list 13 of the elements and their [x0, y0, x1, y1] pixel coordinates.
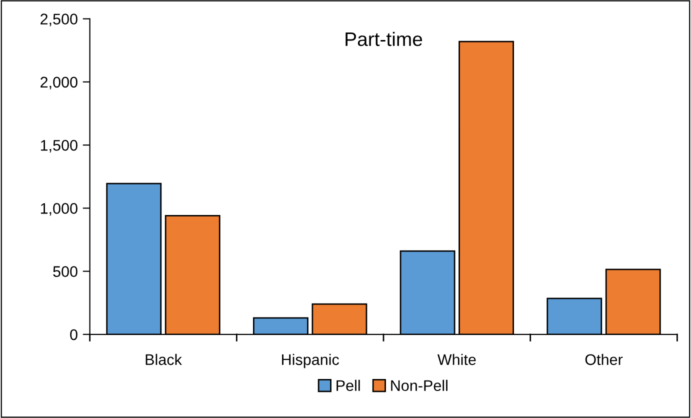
- y-tick-label: 1,000: [40, 203, 78, 216]
- x-tick-label: White: [437, 354, 476, 366]
- legend-label: Non-Pell: [391, 380, 448, 392]
- legend-label: Pell: [336, 380, 360, 392]
- x-tick-label: Hispanic: [282, 354, 339, 368]
- x-tick-label: Other: [585, 354, 623, 366]
- y-tick-label: 0: [70, 329, 78, 340]
- y-tick-label: 2,000: [40, 76, 78, 90]
- text: Part-time: [346, 32, 422, 46]
- y-tick-label: 500: [53, 266, 78, 277]
- y-tick-label: 2,500: [40, 14, 78, 26]
- x-tick-label: Black: [146, 354, 182, 366]
- y-tick-label: 1,500: [40, 140, 78, 153]
